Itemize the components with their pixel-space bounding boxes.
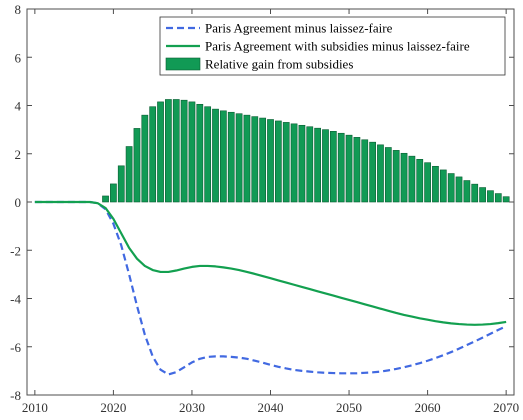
bar [196, 103, 204, 203]
bar [439, 169, 447, 203]
bar [204, 106, 212, 203]
y-tick-label: 2 [15, 147, 22, 162]
bar [314, 127, 322, 203]
bar [290, 123, 298, 203]
legend-swatch-bar [165, 57, 201, 71]
bar [298, 124, 306, 203]
bar [479, 187, 486, 203]
bar [220, 110, 227, 203]
bar [251, 116, 259, 203]
bar [235, 113, 243, 203]
bar [157, 101, 164, 203]
lines-layer [34, 200, 507, 376]
bars-layer [102, 99, 510, 203]
legend-box [159, 16, 506, 76]
bar [125, 146, 133, 203]
legend-label: Paris Agreement minus laissez-faire [205, 21, 393, 36]
bar [267, 119, 274, 203]
y-tick-label: -2 [10, 243, 21, 258]
bar [361, 139, 369, 203]
bar [117, 165, 125, 203]
bar [471, 183, 479, 203]
bar [172, 99, 180, 203]
x-tick-label: 2050 [336, 400, 362, 415]
bar [306, 126, 314, 203]
x-tick-label: 2040 [258, 400, 284, 415]
y-tick-label: 0 [15, 195, 22, 210]
bar [463, 180, 471, 203]
y-tick-label: 6 [15, 50, 22, 65]
bar [243, 114, 251, 203]
bar [494, 193, 502, 203]
series-line-dashed [34, 200, 507, 376]
axes-layer: 2010 2020 2030 2040 2050 2060 2070 -8 -6 -4 -2 0 2 4 6… [10, 2, 519, 415]
y-tick-label: -6 [10, 340, 21, 355]
bar [259, 117, 267, 203]
bar [329, 131, 337, 203]
bar [424, 162, 431, 203]
bar [392, 150, 400, 203]
x-tick-label: 2030 [179, 400, 205, 415]
y-tick-label: -8 [10, 388, 21, 403]
bar [447, 173, 455, 203]
bar [377, 144, 384, 203]
bar [432, 165, 439, 203]
bar [102, 195, 109, 203]
bar [212, 108, 219, 203]
bar [416, 159, 424, 203]
x-tick-label: 2010 [22, 400, 48, 415]
bar [274, 120, 282, 203]
bar [337, 132, 345, 203]
bar [282, 122, 290, 203]
bar [180, 99, 188, 203]
bar [149, 106, 157, 203]
bar [165, 99, 172, 203]
x-tick-label: 2070 [493, 400, 519, 415]
bar [141, 114, 149, 203]
bar [133, 128, 141, 203]
bar [110, 183, 117, 203]
bar [408, 155, 416, 203]
legend-label: Paris Agreement with subsidies minus lai… [205, 39, 470, 54]
y-tick-label: 4 [15, 99, 22, 114]
bar [400, 152, 408, 203]
y-tick-label: -4 [10, 292, 21, 307]
bar [188, 101, 196, 203]
bar [322, 129, 329, 203]
legend: Paris Agreement minus laissez-faire Paris… [159, 16, 506, 76]
bar [455, 176, 463, 203]
x-tick-label: 2060 [415, 400, 441, 415]
bar [384, 147, 392, 203]
legend-label: Relative gain from subsidies [205, 57, 353, 72]
y-tick-label: 8 [15, 2, 22, 17]
bar [345, 134, 353, 203]
bar [487, 190, 494, 203]
bar [353, 137, 361, 203]
series-line-solid [34, 200, 507, 326]
bar [369, 141, 376, 203]
x-tick-label: 2020 [100, 400, 126, 415]
bar [502, 196, 510, 203]
bar [227, 111, 235, 203]
